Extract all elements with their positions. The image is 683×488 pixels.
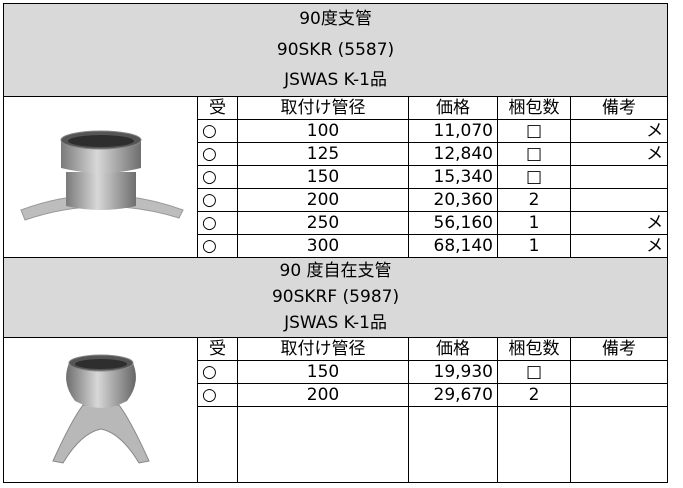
cell-pack: 1 — [497, 234, 571, 258]
cell-size: 100 — [237, 119, 409, 143]
image-cell — [3, 96, 198, 258]
cell-note: メ — [569, 234, 669, 258]
cell-mark: ○ — [197, 234, 238, 258]
cell-price: 68,140 — [408, 234, 498, 258]
section-title: JSWAS K-1品 — [2, 65, 669, 97]
cell-price: 15,340 — [408, 165, 498, 189]
title-row: 90 度自在支管 — [2, 257, 669, 285]
cell-mark: ○ — [197, 142, 238, 166]
cell-price: 19,930 — [408, 360, 498, 385]
empty-cell — [497, 406, 571, 484]
title-row: 90SKR (5587) — [2, 34, 669, 66]
column-header: 価格 — [408, 96, 498, 120]
cell-note — [569, 360, 669, 385]
cell-note — [569, 165, 669, 189]
cell-mark: ○ — [197, 211, 238, 235]
cell-pack: 2 — [497, 383, 571, 408]
cell-size: 200 — [237, 188, 409, 212]
empty-cell — [569, 406, 669, 484]
product-sheet: 90度支管 90SKR (5587) JSWAS K-1品 受取付け管径 価格 梱包数備… — [2, 3, 669, 484]
section-title: 90SKR (5587) — [2, 34, 669, 66]
header-row: 受取付け管径 価格 梱包数 備考 — [3, 96, 669, 258]
cell-pack: □ — [497, 360, 571, 385]
column-header: 梱包数 — [497, 96, 571, 120]
cell-price: 29,670 — [408, 383, 498, 408]
cell-note — [569, 383, 669, 408]
column-header: 取付け管径 — [237, 96, 409, 120]
empty-cell — [237, 406, 409, 484]
cell-note: メ — [569, 119, 669, 143]
column-header: 備考 — [569, 96, 669, 120]
cell-pack: □ — [497, 165, 571, 189]
data-row: ○ 100 11,070 □ メ — [4, 119, 669, 143]
empty-cell — [197, 406, 238, 484]
cell-pack: □ — [497, 119, 571, 143]
column-header: 梱包数 — [497, 337, 571, 362]
column-header: 受 — [197, 96, 238, 120]
cell-size: 125 — [237, 142, 409, 166]
cell-mark: ○ — [197, 188, 238, 212]
title-row: JSWAS K-1品 — [2, 310, 669, 338]
title-row: 90度支管 — [2, 3, 669, 35]
section-title: 90 度自在支管 — [2, 257, 669, 285]
column-header: 取付け管径 — [237, 337, 409, 362]
price-table: 90度支管 90SKR (5587) JSWAS K-1品 受取付け管径 価格 梱包数備… — [2, 3, 669, 484]
image-cell — [3, 337, 198, 484]
cell-size: 250 — [237, 211, 409, 235]
cell-mark: ○ — [197, 119, 238, 143]
data-row: ○ 300 68,140 1 メ — [4, 234, 669, 258]
cell-price: 56,160 — [408, 211, 498, 235]
cell-pack: □ — [497, 142, 571, 166]
cell-mark: ○ — [197, 165, 238, 189]
cell-mark: ○ — [197, 360, 238, 385]
cell-price: 20,360 — [408, 188, 498, 212]
column-header: 価格 — [408, 337, 498, 362]
title-row: JSWAS K-1品 — [2, 65, 669, 97]
data-row: ○ 150 15,340 □ — [4, 165, 669, 189]
cell-size: 300 — [237, 234, 409, 258]
cell-price: 11,070 — [408, 119, 498, 143]
cell-note: メ — [569, 211, 669, 235]
cell-note: メ — [569, 142, 669, 166]
section-title: 90SKRF (5987) — [2, 284, 669, 311]
cell-mark: ○ — [197, 383, 238, 408]
cell-price: 12,840 — [408, 142, 498, 166]
filler-row — [4, 406, 669, 484]
cell-note — [569, 188, 669, 212]
column-header: 備考 — [569, 337, 669, 362]
data-row: ○ 125 12,840 □ メ — [4, 142, 669, 166]
cell-pack: 2 — [497, 188, 571, 212]
section-title: JSWAS K-1品 — [2, 310, 669, 338]
data-row: ○ 200 29,670 2 — [4, 383, 669, 408]
cell-size: 150 — [237, 360, 409, 385]
section-title: 90度支管 — [2, 3, 669, 35]
cell-size: 200 — [237, 383, 409, 408]
title-row: 90SKRF (5987) — [2, 284, 669, 311]
product-image — [51, 354, 150, 464]
header-row: 受取付け管径 価格 梱包数 備考 — [3, 337, 669, 484]
cell-pack: 1 — [497, 211, 571, 235]
column-header: 受 — [197, 337, 238, 362]
product-image — [19, 130, 184, 221]
cell-size: 150 — [237, 165, 409, 189]
empty-cell — [408, 406, 498, 484]
